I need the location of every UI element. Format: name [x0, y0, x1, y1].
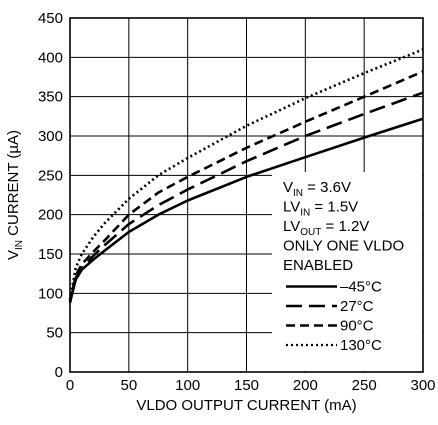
condition-line: ENABLED — [283, 257, 353, 274]
conditions-box — [272, 172, 422, 371]
x-tick-label: 200 — [293, 377, 318, 394]
legend: –45°C 27°C 90°C 130°C — [286, 279, 382, 354]
legend-label: 130°C — [340, 337, 382, 354]
y-tick-label: 50 — [46, 325, 63, 342]
legend-label: 27°C — [340, 298, 374, 315]
x-tick-label: 150 — [234, 377, 259, 394]
y-tick-label: 400 — [38, 49, 63, 66]
y-tick-label: 100 — [38, 285, 63, 302]
y-tick-label: 250 — [38, 167, 63, 184]
condition-line: VIN = 3.6V — [283, 179, 351, 199]
tick-labels: 0 50 100 150 200 250 300 0 50 100 150 200 250 300 350 4… — [38, 10, 436, 394]
legend-label: 90°C — [340, 318, 374, 335]
x-tick-label: 0 — [66, 377, 74, 394]
conditions-background — [272, 172, 422, 371]
y-axis-label: VIN CURRENT (µA) — [5, 130, 25, 260]
condition-line: LVOUT = 1.2V — [283, 218, 369, 238]
condition-line: ONLY ONE VLDO — [283, 238, 404, 255]
x-axis-label: VLDO OUTPUT CURRENT (mA) — [136, 397, 356, 414]
plot-frame — [69, 17, 424, 373]
y-tick-label: 450 — [38, 10, 63, 27]
series-line — [68, 91, 424, 304]
x-tick-label: 250 — [352, 377, 377, 394]
condition-line: LVIN = 1.5V — [283, 199, 358, 219]
legend-label: –45°C — [340, 279, 382, 296]
y-tick-label: 350 — [38, 89, 63, 106]
y-tick-label: 300 — [38, 128, 63, 145]
y-tick-label: 200 — [38, 207, 63, 224]
y-tick-label: 0 — [55, 364, 63, 381]
series-layer — [68, 48, 424, 304]
x-tick-label: 300 — [410, 377, 435, 394]
x-tick-label: 100 — [175, 377, 200, 394]
y-tick-label: 150 — [38, 246, 63, 263]
x-tick-label: 50 — [120, 377, 137, 394]
